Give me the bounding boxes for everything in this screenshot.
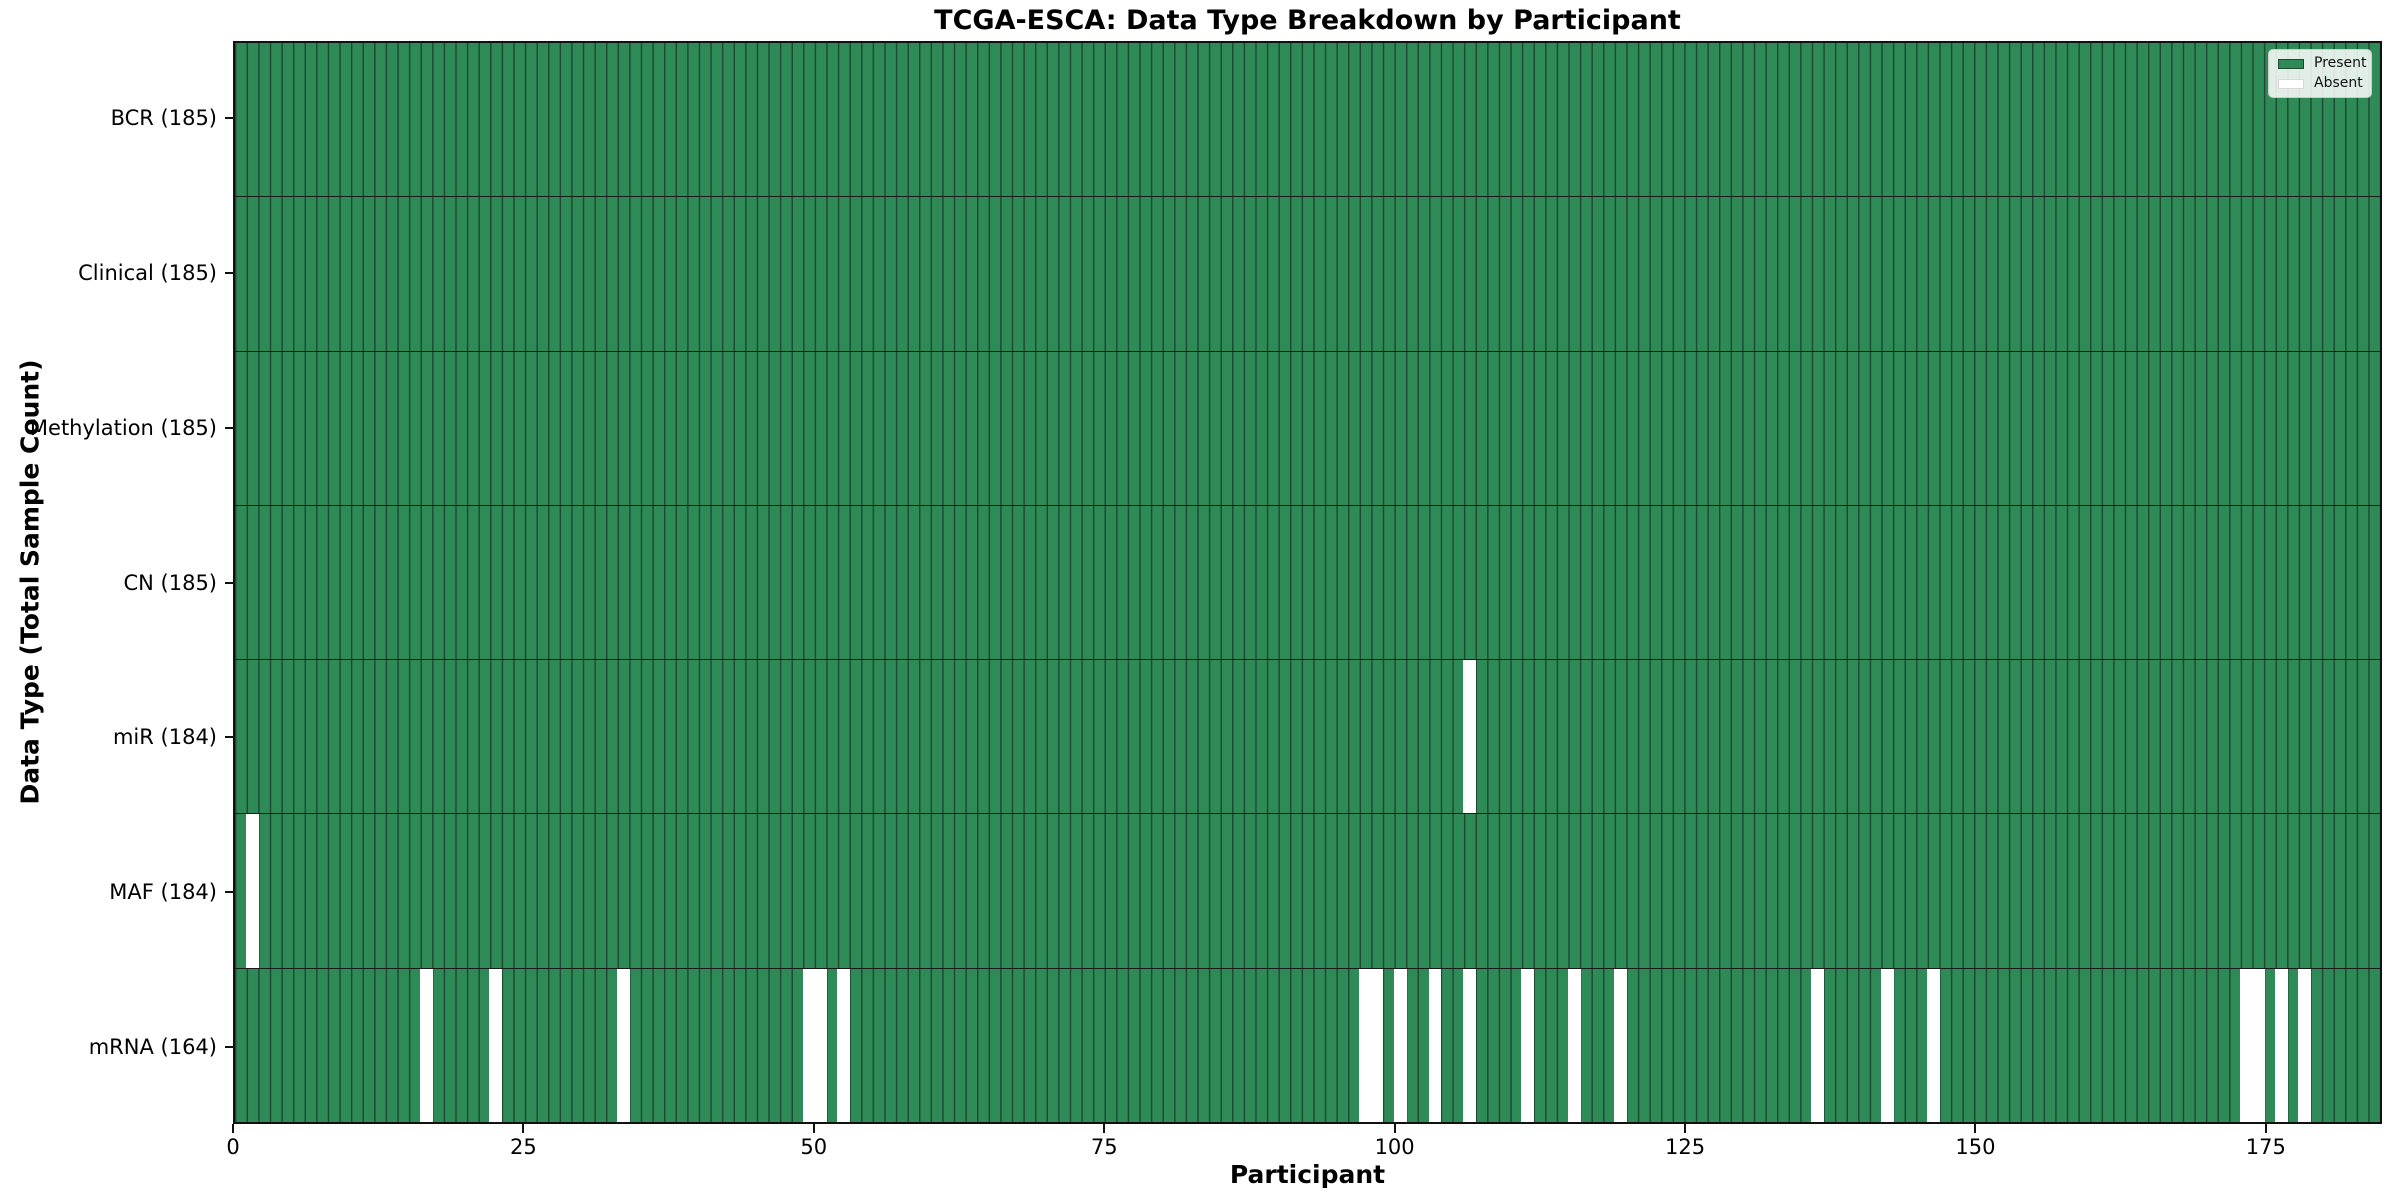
absent-gap-mrna-107	[1463, 968, 1477, 1122]
x-tick-label-0: 0	[226, 1135, 240, 1159]
legend-item-absent: Absent	[2278, 75, 2363, 91]
row-mir	[235, 659, 2380, 814]
row-clinical	[235, 196, 2380, 351]
row-mrna	[235, 967, 2380, 1122]
absent-gap-mrna-177	[2275, 968, 2288, 1122]
absent-gap-mrna-112	[1521, 968, 1535, 1122]
y-tick-label-methylation: Methylation (185)	[29, 415, 217, 440]
absent-gap-mrna-98	[1359, 968, 1372, 1122]
absent-gap-mrna-17	[419, 968, 433, 1122]
y-tick-mark	[225, 272, 233, 275]
x-axis-title: Participant	[1229, 1160, 1386, 1189]
chart-title: TCGA-ESCA: Data Type Breakdown by Partic…	[934, 5, 1681, 36]
x-tick-mark	[2264, 1124, 2267, 1133]
x-tick-mark	[522, 1124, 525, 1133]
x-tick-mark	[1684, 1124, 1687, 1133]
y-tick-mark	[225, 890, 233, 893]
y-tick-label-clinical: Clinical (185)	[78, 261, 217, 286]
absent-gap-mrna-120	[1614, 968, 1627, 1122]
row-bcr	[235, 43, 2380, 197]
absent-gap-maf-2	[245, 814, 259, 968]
x-tick-mark	[232, 1124, 234, 1133]
x-tick-label-125: 125	[1664, 1135, 1706, 1159]
y-tick-label-mir: miR (184)	[112, 725, 217, 750]
absent-gap-mrna-147	[1927, 968, 1940, 1122]
absent-gap-mrna-99	[1370, 968, 1384, 1122]
absent-gap-mrna-143	[1880, 968, 1894, 1122]
legend-label-absent: Absent	[2314, 75, 2363, 91]
x-tick-label-150: 150	[1955, 1135, 1996, 1159]
plot-area: Present Absent	[233, 41, 2382, 1124]
absent-gap-mrna-137	[1811, 968, 1825, 1122]
x-tick-mark	[1103, 1124, 1106, 1133]
absent-gap-mrna-51	[814, 968, 827, 1122]
y-tick-mark	[225, 426, 233, 429]
y-tick-label-maf: MAF (184)	[109, 879, 217, 904]
x-tick-label-50: 50	[800, 1135, 828, 1159]
x-tick-label-100: 100	[1374, 1135, 1415, 1159]
y-axis: BCR (185) Clinical (185) Methylation (185)…	[0, 41, 233, 1124]
rows-container	[235, 43, 2380, 1122]
y-tick-mark	[225, 1045, 233, 1048]
absent-gap-mrna-179	[2298, 968, 2312, 1122]
legend: Present Absent	[2268, 49, 2372, 98]
legend-label-present: Present	[2314, 55, 2367, 71]
absent-gap-mrna-174	[2240, 968, 2254, 1122]
x-axis: 0 25 50 75 100 125 150 175	[226, 1124, 2382, 1160]
x-tick-label-175: 175	[2245, 1135, 2286, 1159]
absent-gap-mrna-50	[802, 968, 816, 1122]
absent-gap-mrna-53	[837, 968, 851, 1122]
absent-gap-mir-107	[1463, 660, 1477, 814]
y-tick-mark	[225, 736, 233, 739]
x-tick-label-25: 25	[510, 1135, 537, 1159]
legend-item-present: Present	[2278, 56, 2367, 71]
absent-gap-mrna-175	[2251, 968, 2265, 1122]
absent-gap-mrna-116	[1567, 968, 1581, 1122]
absent-gap-mrna-104	[1428, 968, 1442, 1122]
absent-gap-mrna-34	[617, 968, 630, 1122]
absent-gap-mrna-101	[1393, 968, 1407, 1122]
x-tick-mark	[812, 1124, 815, 1133]
x-tick-mark	[1974, 1124, 1977, 1133]
legend-swatch-absent	[2278, 78, 2304, 89]
absent-gap-mrna-23	[489, 968, 503, 1122]
y-tick-mark	[225, 117, 233, 120]
y-tick-label-cn: CN (185)	[123, 570, 217, 595]
row-cn	[235, 504, 2380, 660]
row-methylation	[235, 350, 2380, 505]
x-tick-label-75: 75	[1090, 1135, 1118, 1159]
y-tick-label-mrna: mRNA (164)	[88, 1034, 217, 1059]
legend-swatch-present	[2278, 58, 2304, 69]
y-tick-label-bcr: BCR (185)	[110, 106, 217, 131]
y-tick-mark	[225, 581, 233, 584]
x-tick-mark	[1393, 1124, 1396, 1133]
row-maf	[235, 813, 2380, 968]
